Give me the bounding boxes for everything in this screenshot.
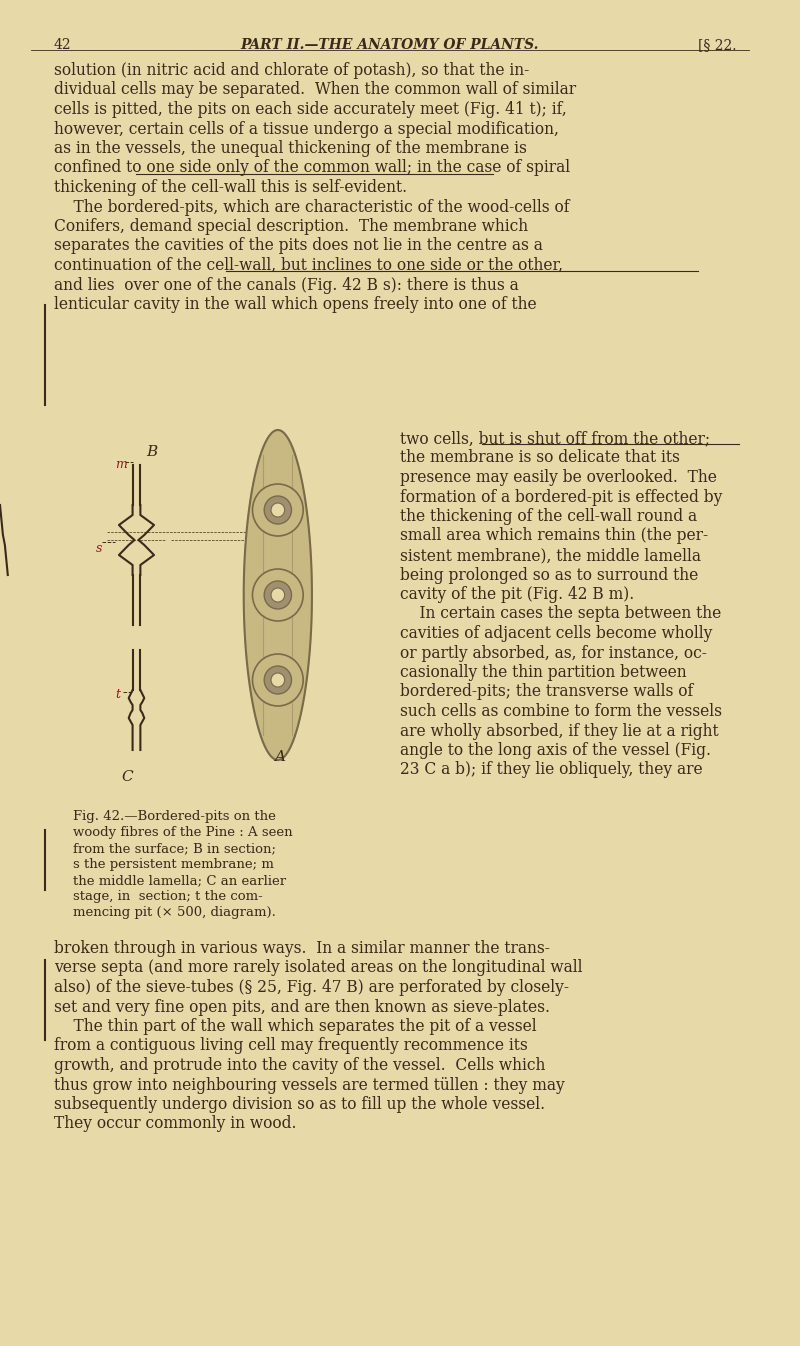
Text: Fig. 42.—Bordered-pits on the: Fig. 42.—Bordered-pits on the — [73, 810, 276, 822]
Text: the thickening of the cell-wall round a: the thickening of the cell-wall round a — [400, 507, 697, 525]
Text: [§ 22.: [§ 22. — [698, 38, 736, 52]
Text: verse septa (and more rarely isolated areas on the longitudinal wall: verse septa (and more rarely isolated ar… — [54, 960, 582, 976]
Text: or partly absorbed, as, for instance, oc-: or partly absorbed, as, for instance, oc… — [400, 645, 706, 661]
Text: cells is pitted, the pits on each side accurately meet (Fig. 41 t); if,: cells is pitted, the pits on each side a… — [54, 101, 566, 118]
Text: thus grow into neighbouring vessels are termed tüllen : they may: thus grow into neighbouring vessels are … — [54, 1077, 564, 1093]
Text: are wholly absorbed, if they lie at a right: are wholly absorbed, if they lie at a ri… — [400, 723, 718, 739]
Text: The thin part of the wall which separates the pit of a vessel: The thin part of the wall which separate… — [54, 1018, 536, 1035]
Text: cavities of adjacent cells become wholly: cavities of adjacent cells become wholly — [400, 625, 712, 642]
Text: lenticular cavity in the wall which opens freely into one of the: lenticular cavity in the wall which open… — [54, 296, 536, 314]
Circle shape — [271, 503, 285, 517]
Text: m: m — [115, 458, 127, 471]
Text: woody fibres of the Pine : A seen: woody fibres of the Pine : A seen — [73, 826, 293, 839]
Text: In certain cases the septa between the: In certain cases the septa between the — [400, 606, 721, 622]
Text: casionally the thin partition between: casionally the thin partition between — [400, 664, 686, 681]
Text: set and very fine open pits, and are then known as sieve-plates.: set and very fine open pits, and are the… — [54, 999, 550, 1015]
Text: and lies  over one of the canals (Fig. 42 B s): there is thus a: and lies over one of the canals (Fig. 42… — [54, 276, 518, 293]
Text: A: A — [274, 750, 286, 765]
Text: the middle lamella; C an earlier: the middle lamella; C an earlier — [73, 874, 286, 887]
Circle shape — [253, 654, 303, 707]
Text: broken through in various ways.  In a similar manner the trans-: broken through in various ways. In a sim… — [54, 940, 550, 957]
Circle shape — [271, 588, 285, 602]
Text: mencing pit (× 500, diagram).: mencing pit (× 500, diagram). — [73, 906, 276, 919]
Text: s the persistent membrane; m: s the persistent membrane; m — [73, 857, 274, 871]
Text: PART II.—THE ANATOMY OF PLANTS.: PART II.—THE ANATOMY OF PLANTS. — [241, 38, 539, 52]
Circle shape — [253, 569, 303, 621]
Text: however, certain cells of a tissue undergo a special modification,: however, certain cells of a tissue under… — [54, 121, 558, 137]
Text: The bordered-pits, which are characteristic of the wood-cells of: The bordered-pits, which are characteris… — [54, 198, 569, 215]
Circle shape — [264, 581, 291, 608]
Text: thickening of the cell-wall this is self-evident.: thickening of the cell-wall this is self… — [54, 179, 406, 197]
Text: growth, and protrude into the cavity of the vessel.  Cells which: growth, and protrude into the cavity of … — [54, 1057, 545, 1074]
Text: B: B — [146, 446, 158, 459]
Text: s: s — [95, 542, 102, 555]
Circle shape — [264, 666, 291, 695]
Text: 23 C a b); if they lie obliquely, they are: 23 C a b); if they lie obliquely, they a… — [400, 762, 702, 778]
Text: continuation of the cell-wall, but inclines to one side or the other,: continuation of the cell-wall, but incli… — [54, 257, 562, 275]
Text: such cells as combine to form the vessels: such cells as combine to form the vessel… — [400, 703, 722, 720]
Polygon shape — [244, 429, 312, 760]
Circle shape — [271, 673, 285, 686]
Text: presence may easily be overlooked.  The: presence may easily be overlooked. The — [400, 468, 717, 486]
Text: being prolonged so as to surround the: being prolonged so as to surround the — [400, 567, 698, 584]
Text: sistent membrane), the middle lamella: sistent membrane), the middle lamella — [400, 546, 701, 564]
Text: as in the vessels, the unequal thickening of the membrane is: as in the vessels, the unequal thickenin… — [54, 140, 526, 157]
Text: from a contiguous living cell may frequently recommence its: from a contiguous living cell may freque… — [54, 1038, 527, 1054]
Text: C: C — [122, 770, 134, 783]
Text: solution (in nitric acid and chlorate of potash), so that the in-: solution (in nitric acid and chlorate of… — [54, 62, 529, 79]
Text: They occur commonly in wood.: They occur commonly in wood. — [54, 1116, 296, 1132]
Text: small area which remains thin (the per-: small area which remains thin (the per- — [400, 528, 708, 545]
Text: t: t — [115, 688, 120, 701]
Text: Conifers, demand special description.  The membrane which: Conifers, demand special description. Th… — [54, 218, 528, 236]
Text: subsequently undergo division so as to fill up the whole vessel.: subsequently undergo division so as to f… — [54, 1096, 545, 1113]
Text: cavity of the pit (Fig. 42 B m).: cavity of the pit (Fig. 42 B m). — [400, 586, 634, 603]
Text: two cells, but is shut off from the other;: two cells, but is shut off from the othe… — [400, 429, 710, 447]
Text: angle to the long axis of the vessel (Fig.: angle to the long axis of the vessel (Fi… — [400, 742, 710, 759]
Text: confined to one side only of the common wall; in the case of spiral: confined to one side only of the common … — [54, 159, 570, 176]
Text: separates the cavities of the pits does not lie in the centre as a: separates the cavities of the pits does … — [54, 237, 542, 254]
Text: stage, in  section; t the com-: stage, in section; t the com- — [73, 890, 263, 903]
Circle shape — [253, 485, 303, 536]
Text: also) of the sieve-tubes (§ 25, Fig. 47 B) are perforated by closely-: also) of the sieve-tubes (§ 25, Fig. 47 … — [54, 979, 569, 996]
Text: bordered-pits; the transverse walls of: bordered-pits; the transverse walls of — [400, 684, 693, 700]
Text: formation of a bordered-pit is effected by: formation of a bordered-pit is effected … — [400, 489, 722, 506]
Circle shape — [264, 495, 291, 524]
Text: from the surface; B in section;: from the surface; B in section; — [73, 843, 276, 855]
Text: dividual cells may be separated.  When the common wall of similar: dividual cells may be separated. When th… — [54, 82, 576, 98]
Text: 42: 42 — [54, 38, 71, 52]
Text: the membrane is so delicate that its: the membrane is so delicate that its — [400, 450, 679, 467]
